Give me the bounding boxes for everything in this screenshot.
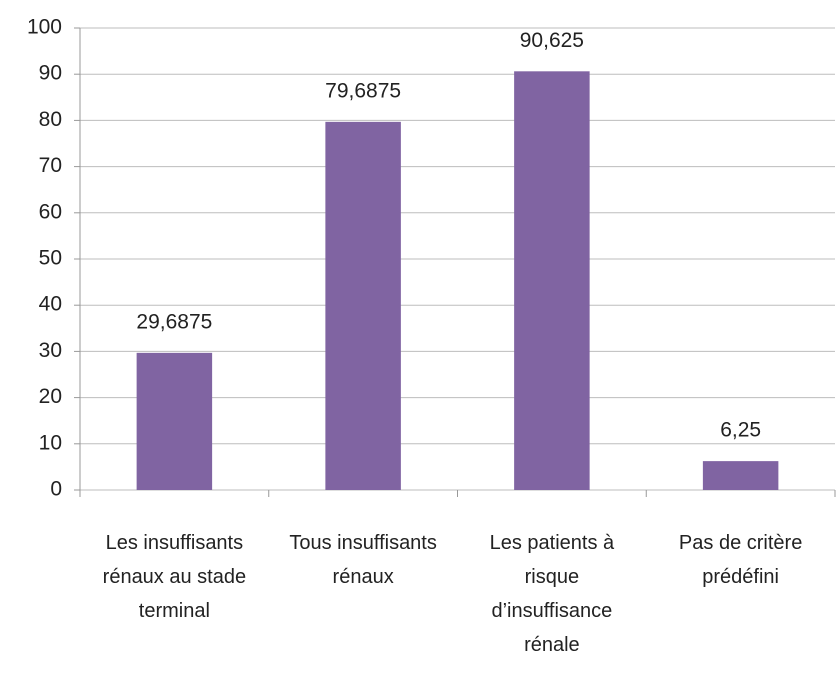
y-tick-label: 70 (39, 154, 62, 177)
y-tick-label: 100 (27, 16, 62, 39)
value-label: 90,625 (520, 29, 584, 52)
y-tick-label: 20 (39, 385, 62, 408)
y-tick-label: 80 (39, 108, 62, 131)
value-label: 29,6875 (136, 310, 212, 333)
y-tick-label: 40 (39, 293, 62, 316)
x-tick-label: Les patients à risque d’insuffisance rén… (489, 532, 615, 656)
x-tick-label: Pas de critère prédéfini (678, 532, 803, 588)
y-tick-label: 0 (50, 478, 62, 501)
x-tick-label: Les insuffisants rénaux au stade termina… (102, 532, 247, 622)
value-label: 6,25 (720, 419, 761, 442)
x-tick-label: Tous insuffisants rénaux (289, 532, 437, 588)
y-tick-label: 60 (39, 200, 62, 223)
y-tick-label: 10 (39, 431, 62, 454)
bar (325, 121, 401, 490)
bar (514, 71, 590, 490)
bar (702, 461, 779, 490)
bar (136, 352, 213, 490)
y-tick-label: 90 (39, 62, 62, 85)
value-label: 79,6875 (325, 79, 401, 102)
y-tick-label: 50 (39, 247, 62, 270)
y-tick-label: 30 (39, 339, 62, 362)
